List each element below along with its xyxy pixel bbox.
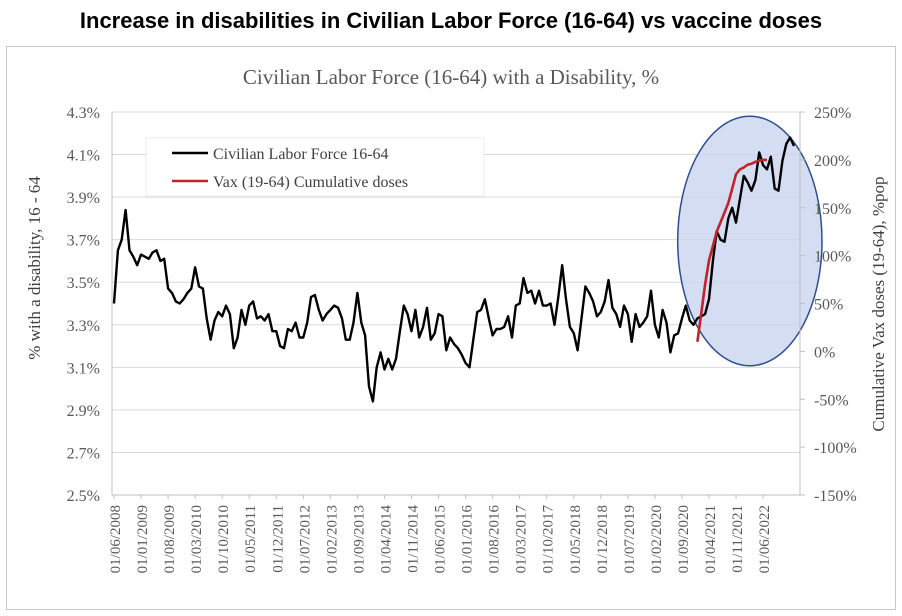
y-tick-label: 2.7% [67,445,100,462]
y-tick-label: 4.3% [67,105,100,122]
x-tick-label: 01/07/2012 [297,505,313,573]
x-tick-label: 01/08/2009 [162,505,178,573]
y-tick-label: 3.5% [67,275,100,292]
y2-tick-label: -50% [814,392,849,409]
x-tick-label: 01/09/2020 [676,505,692,573]
y2-tick-label: 200% [814,153,851,170]
y2-axis-label: Cumulative Vax doses (19-64), %pop [869,176,888,431]
x-tick-label: 01/06/2008 [108,505,124,573]
y-tick-label: 3.3% [67,318,100,335]
legend-label-vax: Vax (19-64) Cumulative doses [213,174,408,191]
y2-tick-label: 150% [814,201,851,218]
x-tick-label: 01/11/2021 [730,505,746,573]
x-tick-label: 01/10/2017 [541,505,557,574]
x-tick-label: 01/06/2022 [757,505,773,573]
x-tick-label: 01/12/2011 [270,505,286,573]
y2-tick-label: 50% [814,297,843,314]
y-tick-label: 3.1% [67,360,100,377]
legend-label-disability: Civilian Labor Force 16-64 [213,146,389,163]
x-tick-label: 01/05/2011 [243,505,259,573]
y2-tick-label: 0% [814,344,835,361]
x-tick-label: 01/03/2010 [189,505,205,573]
legend-box [145,137,485,197]
series-line-vax [696,158,767,342]
x-tick-label: 01/02/2020 [649,505,665,573]
x-tick-label: 01/08/2016 [487,505,503,574]
y2-tick-label: 100% [814,249,851,266]
chart-title: Civilian Labor Force (16-64) with a Disa… [243,65,659,89]
x-tick-label: 01/07/2019 [622,505,638,573]
x-tick-label: 01/10/2010 [216,505,232,573]
x-tick-label: 01/02/2013 [324,505,340,573]
y2-tick-label: -150% [814,488,857,505]
x-tick-label: 01/06/2015 [433,505,449,573]
x-tick-label: 01/05/2018 [568,505,584,573]
x-tick-label: 01/01/2009 [135,505,151,573]
axes: 4.3% 4.1% 3.9% 3.7% 3.5% 3.3% 3.1% 2.9% 2.7% 2.5%… [67,105,857,573]
series-line-disability [112,136,796,403]
highlight-ellipse-layer [676,115,823,367]
y-tick-label: 3.7% [67,233,100,250]
x-tick-label: 01/04/2014 [378,505,394,574]
x-tick-label: 01/09/2013 [351,505,367,573]
x-tick-label: 01/03/2017 [514,505,530,574]
chart-frame [6,46,896,610]
y-tick-label: 4.1% [67,148,100,165]
y-tick-label: 3.9% [67,190,100,207]
x-tick-label: 01/01/2016 [460,505,476,574]
x-tick-label: 01/11/2014 [406,505,422,573]
y2-tick-label: -100% [814,440,857,457]
highlight-ellipse [676,115,823,367]
series-layer [112,136,796,403]
y-axis-label: % with a disability, 16 - 64 [25,176,44,360]
x-tick-label: 01/12/2018 [595,505,611,573]
y-tick-label: 2.9% [67,403,100,420]
legend: Civilian Labor Force 16-64 Vax (19-64) C… [145,137,485,197]
x-tick-label: 01/04/2021 [703,505,719,573]
y-tick-label: 2.5% [67,488,100,505]
y2-tick-label: 250% [814,105,851,122]
headline: Increase in disabilities in Civilian Lab… [79,8,823,33]
